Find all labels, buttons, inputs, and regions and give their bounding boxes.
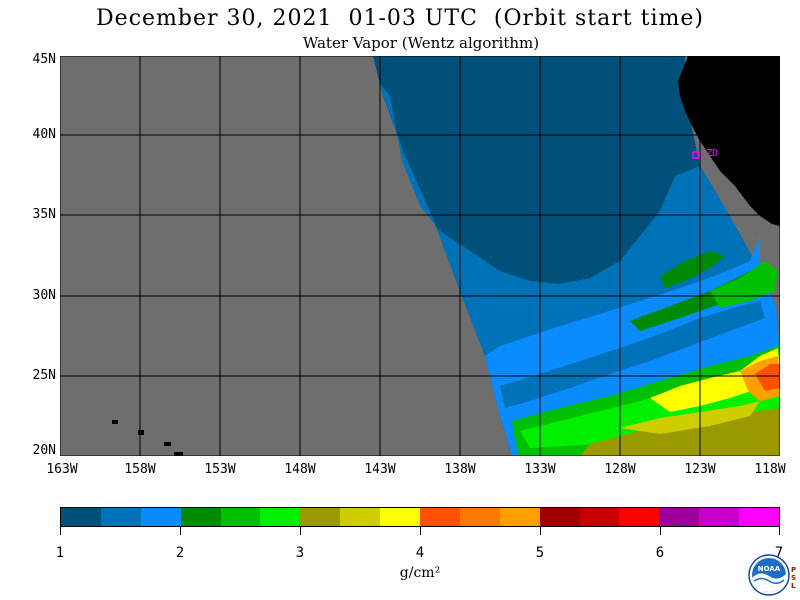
map-title: December 30, 2021 01-03 UTC (Orbit start… xyxy=(96,6,704,31)
colorbar-tick-2 xyxy=(180,527,181,535)
colorbar-segment-13 xyxy=(539,508,580,526)
colorbar-segment-9 xyxy=(380,508,421,526)
swath-yellow-green xyxy=(620,401,760,434)
lon-label-128w: 128W xyxy=(604,462,636,477)
station-label: CZD xyxy=(700,148,718,159)
colorbar-segment-4 xyxy=(180,508,221,526)
colorbar-segment-18 xyxy=(739,508,780,526)
lat-label-30n: 30N xyxy=(32,288,56,303)
green-streak-upper xyxy=(660,251,725,288)
colorbar-segment-3 xyxy=(140,508,181,526)
colorbar-tick-7 xyxy=(779,527,780,535)
noaa-logo[interactable]: NOAA xyxy=(748,554,790,596)
island-kauai xyxy=(112,420,118,424)
colorbar-segment-2 xyxy=(100,508,141,526)
colorbar-tick-6 xyxy=(660,527,661,535)
station-marker xyxy=(692,151,700,159)
lon-label-143w: 143W xyxy=(364,462,396,477)
colorbar-segment-11 xyxy=(459,508,500,526)
colorbar-segment-1 xyxy=(61,508,101,526)
colorbar-segment-7 xyxy=(300,508,341,526)
lon-label-148w: 148W xyxy=(284,462,316,477)
colorbar-segment-5 xyxy=(220,508,261,526)
lon-label-138w: 138W xyxy=(444,462,476,477)
colorbar-segment-14 xyxy=(579,508,620,526)
colorbar-segment-10 xyxy=(420,508,460,526)
land-gray-edge xyxy=(760,226,780,246)
colorbar-segment-15 xyxy=(619,508,660,526)
lat-label-45n: 45N xyxy=(32,52,56,67)
colorbar-segment-12 xyxy=(499,508,540,526)
swath-yellow xyxy=(650,348,780,412)
colorbar-tick-3 xyxy=(300,527,301,535)
colorbar-segment-16 xyxy=(659,508,700,526)
island-maui xyxy=(164,442,171,446)
island-hawaii xyxy=(174,452,183,456)
swath-blue-band xyxy=(500,301,765,408)
lat-label-25n: 25N xyxy=(32,368,56,383)
lon-label-158w: 158W xyxy=(124,462,156,477)
lat-label-20n: 20N xyxy=(32,443,56,458)
colorbar-segment-6 xyxy=(260,508,301,526)
colorbar-units: g/cm² xyxy=(399,565,441,581)
island-oahu xyxy=(138,430,144,435)
colorbar-tick-4 xyxy=(420,527,421,535)
colorbar-label-4: 4 xyxy=(415,545,425,561)
colorbar-tick-1 xyxy=(60,527,61,535)
colorbar xyxy=(60,507,780,527)
colorbar-label-3: 3 xyxy=(295,545,305,561)
graticule xyxy=(60,56,780,456)
colorbar-label-1: 1 xyxy=(55,545,65,561)
lon-label-123w: 123W xyxy=(684,462,716,477)
noaa-logo-text: NOAA xyxy=(758,565,781,573)
lon-label-118w: 118W xyxy=(754,462,786,477)
lon-label-133w: 133W xyxy=(524,462,556,477)
colorbar-tick-5 xyxy=(540,527,541,535)
swath-red-orange xyxy=(755,364,780,391)
lon-label-163w: 163W xyxy=(46,462,78,477)
map-subtitle: Water Vapor (Wentz algorithm) xyxy=(302,34,540,52)
lat-label-40n: 40N xyxy=(32,127,56,142)
land-north-america xyxy=(678,56,780,226)
water-vapor-map: CZD xyxy=(60,56,780,456)
colorbar-segment-17 xyxy=(699,508,740,526)
colorbar-label-6: 6 xyxy=(655,545,665,561)
colorbar-label-7: 7 xyxy=(774,545,784,561)
lon-label-153w: 153W xyxy=(204,462,236,477)
colorbar-label-5: 5 xyxy=(535,545,545,561)
lat-label-35n: 35N xyxy=(32,207,56,222)
colorbar-label-2: 2 xyxy=(175,545,185,561)
colorbar-segment-8 xyxy=(340,508,381,526)
